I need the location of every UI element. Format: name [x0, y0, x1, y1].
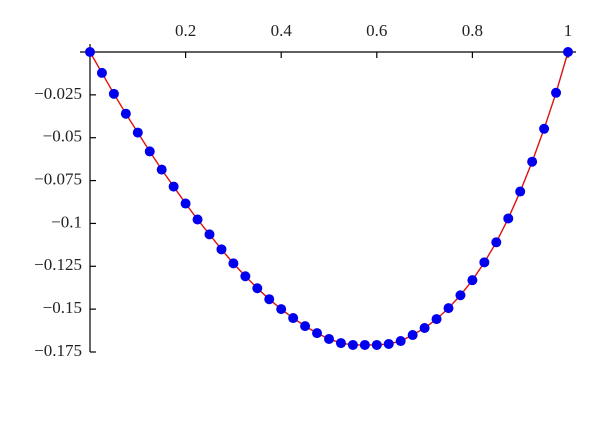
- point: [503, 213, 514, 224]
- point: [395, 336, 406, 347]
- y-tick-label: −0.175: [34, 341, 82, 360]
- point: [419, 323, 430, 333]
- point: [156, 164, 167, 175]
- point: [383, 338, 394, 349]
- point: [371, 339, 382, 350]
- x-tick-label: 0.2: [175, 21, 196, 40]
- point: [180, 198, 191, 209]
- point: [335, 338, 346, 349]
- point: [216, 244, 227, 255]
- point: [359, 339, 370, 350]
- point: [479, 257, 490, 268]
- point: [515, 186, 526, 197]
- y-tick-label: −0.125: [34, 255, 82, 274]
- point: [168, 181, 179, 192]
- point: [300, 321, 311, 332]
- x-tick-label: 1: [564, 21, 573, 40]
- point: [491, 237, 502, 248]
- point: [312, 328, 323, 339]
- point: [276, 304, 287, 315]
- point: [527, 156, 538, 167]
- point: [347, 339, 358, 350]
- point: [551, 87, 562, 98]
- point: [204, 229, 215, 240]
- y-tick-label: −0.075: [34, 169, 82, 188]
- point: [324, 333, 334, 344]
- point: [85, 47, 95, 57]
- y-tick-label: −0.05: [43, 127, 82, 146]
- y-tick-label: −0.1: [51, 212, 82, 231]
- curve: [89, 51, 569, 346]
- point: [120, 108, 131, 119]
- point: [252, 283, 263, 294]
- x-tick-label: 0.4: [271, 21, 293, 40]
- point: [108, 88, 119, 99]
- point: [264, 294, 275, 305]
- point: [240, 271, 251, 282]
- point: [467, 275, 478, 286]
- point: [192, 214, 203, 225]
- point: [431, 314, 442, 325]
- x-tick-label: 0.6: [366, 21, 387, 40]
- point: [288, 313, 299, 324]
- point: [96, 67, 107, 78]
- point: [228, 258, 239, 269]
- x-tick-label: 0.8: [462, 21, 483, 40]
- point: [455, 290, 466, 301]
- y-tick-label: −0.15: [43, 298, 82, 317]
- point: [144, 146, 155, 157]
- point: [407, 330, 418, 341]
- point: [563, 47, 573, 57]
- point: [132, 127, 143, 138]
- point: [443, 303, 454, 314]
- y-tick-label: −0.025: [34, 84, 82, 103]
- point: [539, 123, 550, 134]
